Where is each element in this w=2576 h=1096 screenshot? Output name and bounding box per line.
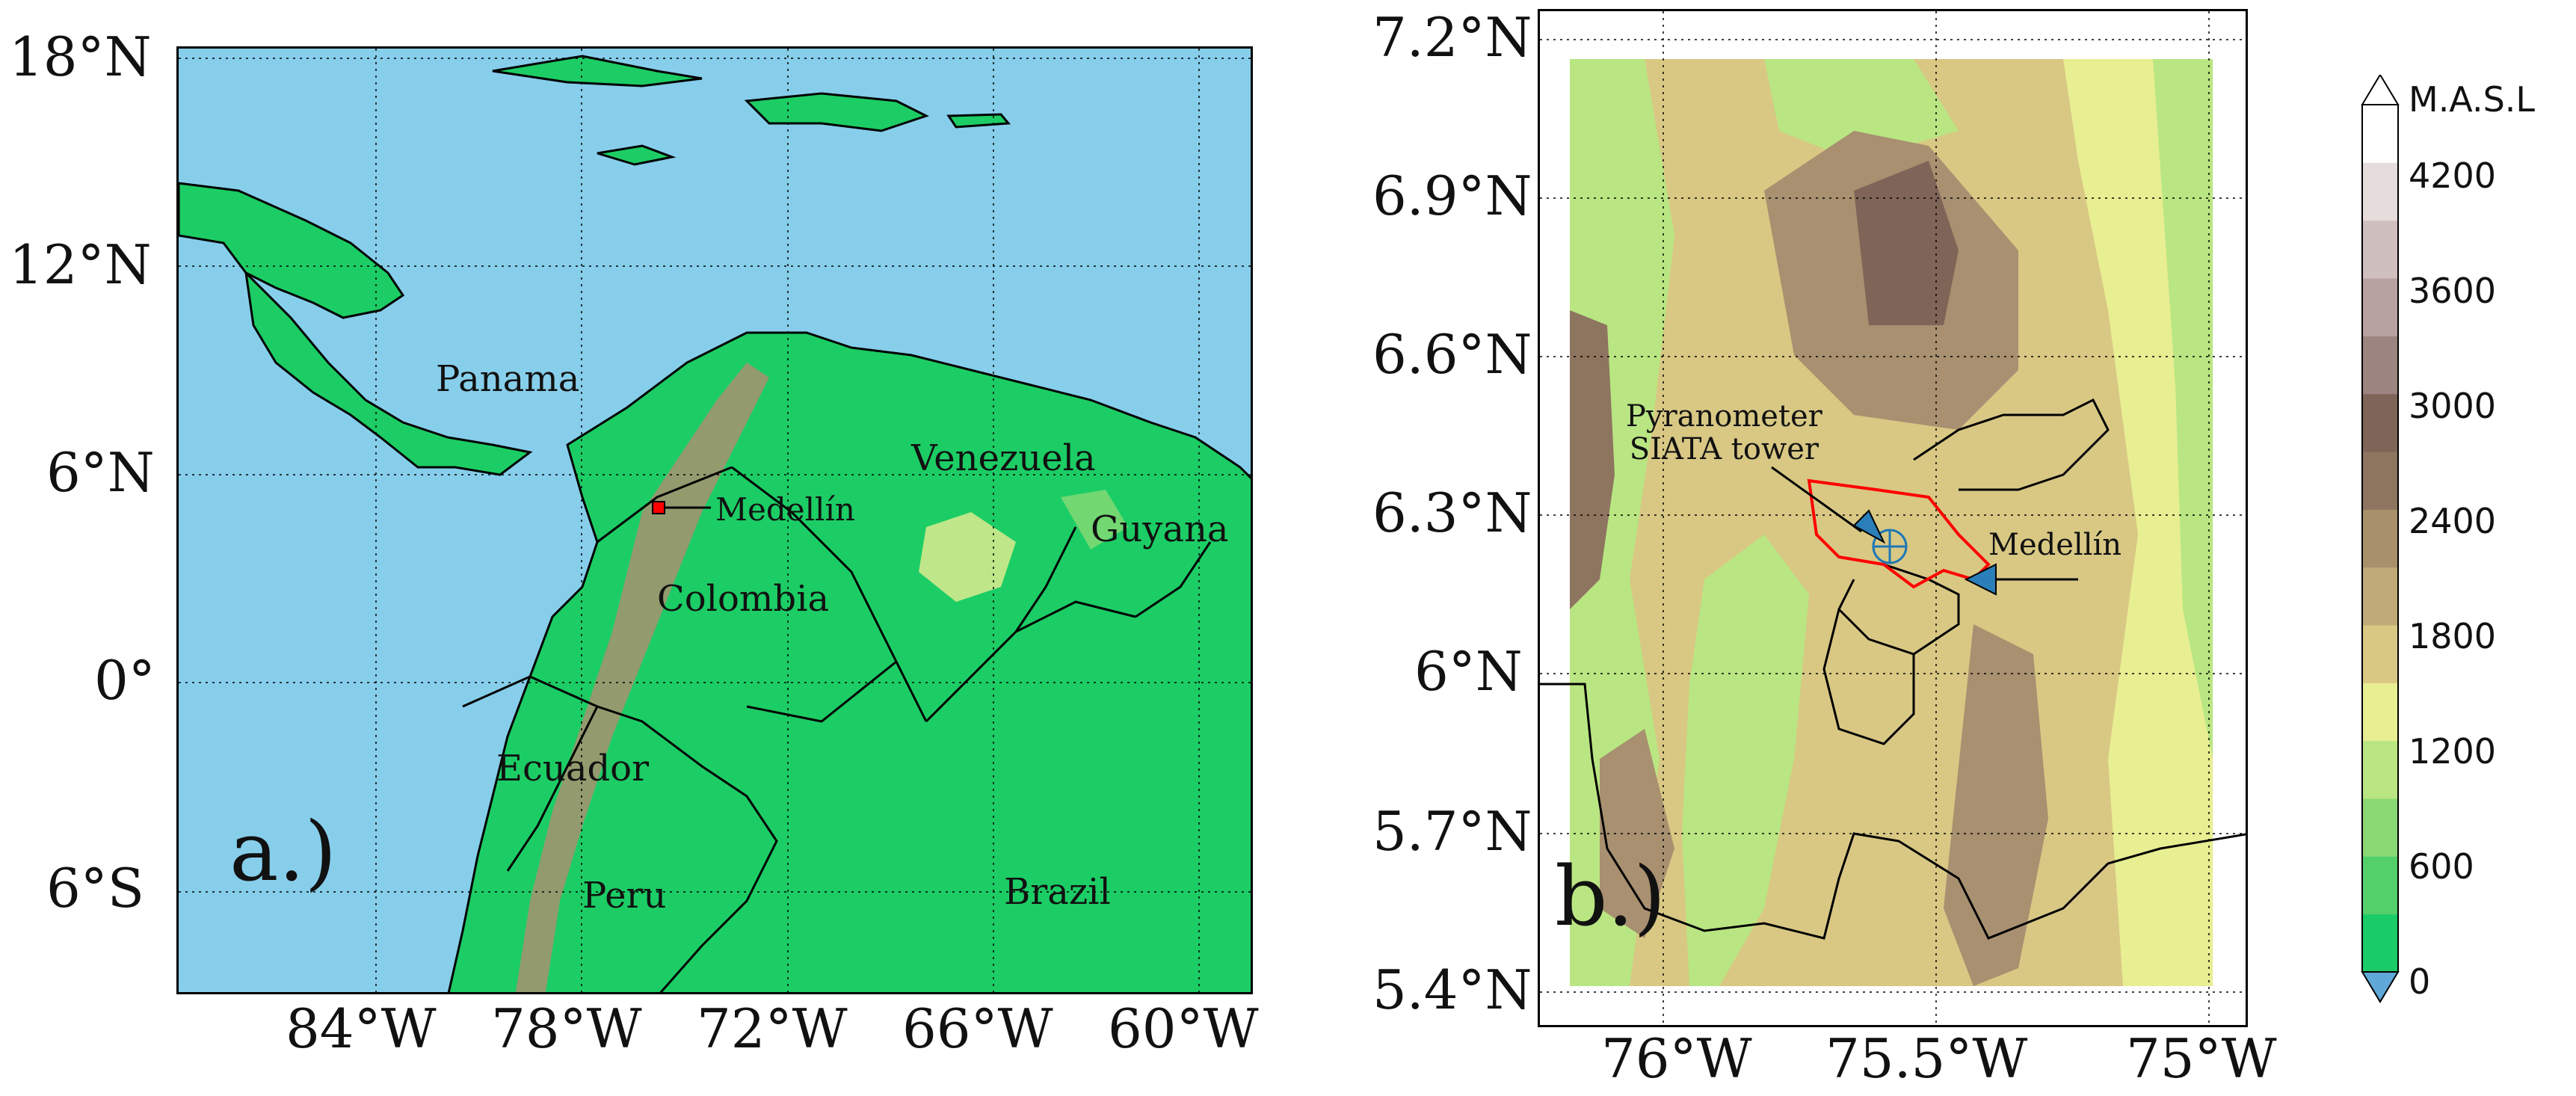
panel-a-lon-tick: 84°W bbox=[286, 997, 437, 1060]
colorbar-segment bbox=[2362, 798, 2398, 857]
colorbar-tick: 2400 bbox=[2409, 501, 2497, 541]
colorbar-segment bbox=[2362, 393, 2398, 452]
annotation-tower-line2: SIATA tower bbox=[1629, 432, 1819, 467]
south-america-land bbox=[447, 331, 1251, 992]
annotation-tower-line1: Pyranometer bbox=[1626, 399, 1822, 434]
label-brazil: Brazil bbox=[1004, 871, 1111, 913]
panel-a-lon-tick: 72°W bbox=[697, 997, 848, 1060]
panel-b-gridlines bbox=[1540, 11, 2246, 1025]
colorbar-segment bbox=[2362, 567, 2398, 626]
regional-map-svg bbox=[179, 49, 1251, 992]
terrain-east-lowland bbox=[2153, 59, 2213, 759]
colorbar-segment bbox=[2362, 336, 2398, 395]
panel-a-letter: a.) bbox=[229, 804, 337, 899]
terrain-lowland-west bbox=[1570, 310, 1615, 609]
colorbar-segment bbox=[2362, 683, 2398, 742]
label-ecuador: Ecuador bbox=[496, 748, 650, 789]
elevation-colorbar bbox=[2347, 75, 2415, 1017]
colorbar-svg bbox=[2361, 75, 2400, 1003]
andes-range bbox=[515, 363, 769, 992]
panel-a-lat-tick: 0° bbox=[94, 649, 155, 712]
panel-a-lat-tick: 12°N bbox=[9, 233, 152, 296]
panel-b-lon-tick: 76°W bbox=[1601, 1027, 1752, 1090]
colorbar-tick: 3600 bbox=[2409, 271, 2497, 311]
colorbar-tick: 1800 bbox=[2409, 616, 2497, 656]
guiana-highlands bbox=[1061, 490, 1128, 549]
colorbar-segment bbox=[2362, 914, 2398, 973]
panel-a-lon-tick: 78°W bbox=[491, 997, 642, 1060]
colorbar-over-triangle bbox=[2361, 75, 2400, 105]
colorbar-segment bbox=[2362, 740, 2398, 799]
panel-a-lat-tick: 6°N bbox=[46, 441, 155, 504]
label-colombia: Colombia bbox=[657, 578, 830, 620]
colorbar-segment bbox=[2362, 220, 2398, 279]
colorbar-under-triangle bbox=[2361, 971, 2400, 1003]
colorbar-segment bbox=[2362, 162, 2398, 221]
terrain-svg bbox=[1540, 11, 2246, 1025]
panel-b-lon-tick: 75°W bbox=[2126, 1027, 2277, 1090]
panel-b-lat-tick: 6.6°N bbox=[1372, 323, 1532, 386]
country-borders bbox=[462, 466, 1212, 992]
panel-b-letter: b.) bbox=[1555, 849, 1666, 944]
annotation-medellin: Medellín bbox=[1988, 528, 2122, 562]
label-medellin: Medellín bbox=[715, 491, 855, 528]
colorbar-tick: 600 bbox=[2409, 846, 2474, 887]
colorbar-segment bbox=[2362, 452, 2398, 510]
colorbar-tick: 1200 bbox=[2409, 731, 2497, 772]
central-america-land bbox=[179, 182, 405, 319]
colorbar-segment bbox=[2362, 278, 2398, 336]
panel-a-lat-tick: 6°S bbox=[46, 857, 145, 920]
colorbar-segment bbox=[2362, 856, 2398, 915]
panel-a-lat-tick: 18°N bbox=[9, 25, 152, 88]
panel-b-lat-tick: 7.2°N bbox=[1372, 6, 1532, 69]
city-arrow-head bbox=[1964, 563, 1997, 596]
panel-b-lat-tick: 6.9°N bbox=[1372, 164, 1532, 227]
puerto-rico-island bbox=[946, 113, 1011, 129]
colorbar-segment bbox=[2362, 625, 2398, 683]
panel-b-lon-tick: 75.5°W bbox=[1825, 1027, 2028, 1090]
terrain-high-southwest bbox=[1600, 729, 1674, 938]
central-america-isthmus bbox=[244, 269, 533, 476]
colorbar-tick: 4200 bbox=[2409, 156, 2497, 196]
local-terrain-panel: Pyranometer SIATA tower Medellín b.) bbox=[1538, 9, 2248, 1027]
cuba-island bbox=[492, 55, 703, 87]
panel-b-lat-tick: 5.7°N bbox=[1372, 800, 1532, 863]
tower-arrow-line bbox=[1771, 466, 1862, 533]
tower-arrow-head bbox=[1852, 509, 1886, 544]
jamaica-island bbox=[597, 144, 677, 166]
medellin-boundary bbox=[1807, 478, 1991, 589]
medellin-marker bbox=[652, 501, 665, 514]
colorbar-unit: M.A.S.L bbox=[2409, 79, 2536, 120]
label-peru: Peru bbox=[582, 875, 667, 917]
panel-b-lat-tick: 6°N bbox=[1414, 640, 1523, 703]
venezuela-highlands bbox=[919, 512, 1016, 602]
label-guyana: Guyana bbox=[1091, 508, 1229, 550]
panel-a-gridlines bbox=[179, 49, 1251, 992]
municipal-boundaries bbox=[1540, 398, 2246, 940]
panel-a-lon-tick: 60°W bbox=[1108, 997, 1259, 1060]
panel-b-lat-tick: 6.3°N bbox=[1372, 481, 1532, 544]
colorbar-tick: 0 bbox=[2409, 961, 2431, 1002]
label-venezuela: Venezuela bbox=[911, 437, 1096, 479]
terrain-central-valley bbox=[1682, 535, 1809, 986]
hispaniola-island bbox=[744, 92, 929, 132]
colorbar-segment bbox=[2362, 105, 2398, 163]
panel-a-lon-tick: 66°W bbox=[902, 997, 1053, 1060]
panel-b-lat-tick: 5.4°N bbox=[1372, 958, 1532, 1021]
label-panama: Panama bbox=[436, 358, 580, 400]
terrain-high-south bbox=[1944, 624, 2048, 986]
terrain-peak-north bbox=[1854, 161, 1959, 325]
annotation-tower: Pyranometer SIATA tower bbox=[1626, 400, 1822, 466]
regional-map-panel: Panama Venezuela Guyana Colombia Ecuador… bbox=[176, 46, 1253, 994]
colorbar-tick: 3000 bbox=[2409, 386, 2497, 426]
terrain-north-yellow bbox=[1764, 59, 1959, 161]
colorbar-segment bbox=[2362, 509, 2398, 568]
